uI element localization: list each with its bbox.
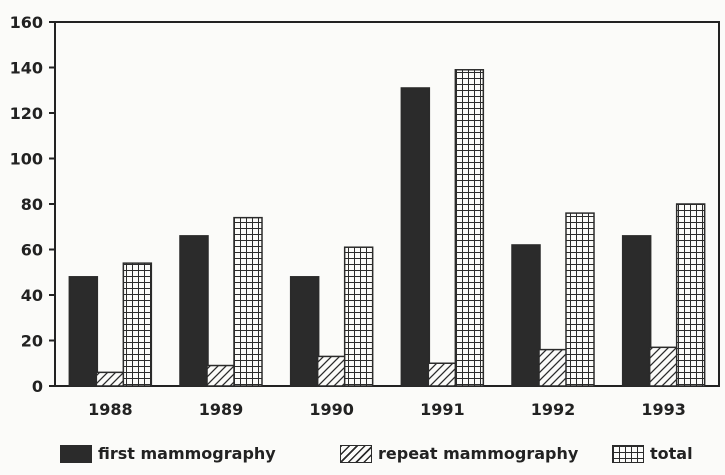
y-tick-label: 60 xyxy=(21,241,43,260)
bar-repeat-mammography xyxy=(316,355,347,387)
legend-item-total: total xyxy=(612,444,693,463)
y-tick-label: 80 xyxy=(21,195,43,214)
legend: first mammography repeat mammography tot… xyxy=(0,440,725,475)
x-tick-label: 1991 xyxy=(420,400,465,419)
bar-total xyxy=(454,69,485,387)
solid-swatch-icon xyxy=(60,444,92,463)
bar-repeat-mammography xyxy=(206,364,236,387)
hatch-swatch-icon xyxy=(340,444,372,463)
legend-item-first: first mammography xyxy=(60,444,276,463)
bar-first-mammography xyxy=(621,235,652,387)
y-tick-label: 0 xyxy=(32,377,43,396)
bar-first-mammography xyxy=(68,276,99,387)
grid-swatch-icon xyxy=(612,444,644,463)
bar-repeat-mammography xyxy=(648,346,679,387)
plot-frame xyxy=(54,21,720,387)
bar-repeat-mammography xyxy=(95,371,126,387)
bar-first-mammography xyxy=(289,276,320,387)
bar-first-mammography xyxy=(179,235,209,387)
bar-first-mammography xyxy=(511,244,541,387)
y-tick-label: 100 xyxy=(10,150,43,169)
y-axis: 0 20 40 60 80 100 120 140 160 xyxy=(10,13,55,396)
bar-total xyxy=(565,212,595,387)
bar-total xyxy=(233,216,263,387)
bar-repeat-mammography xyxy=(538,348,568,387)
y-tick-label: 20 xyxy=(21,332,43,351)
bar-first-mammography xyxy=(400,87,431,387)
legend-label-repeat: repeat mammography xyxy=(378,444,579,463)
legend-label-first: first mammography xyxy=(98,444,276,463)
x-tick-label: 1990 xyxy=(309,400,354,419)
bar-repeat-mammography xyxy=(427,362,458,387)
x-axis: 1988 1989 1990 1991 1992 1993 xyxy=(88,400,686,419)
y-tick-label: 120 xyxy=(10,104,43,123)
x-tick-label: 1989 xyxy=(199,400,244,419)
bar-total xyxy=(343,246,374,387)
x-tick-label: 1992 xyxy=(531,400,576,419)
y-tick-label: 160 xyxy=(10,13,43,32)
legend-item-repeat: repeat mammography xyxy=(340,444,578,463)
bar-total xyxy=(122,262,153,387)
y-tick-label: 40 xyxy=(21,286,43,305)
x-tick-label: 1993 xyxy=(641,400,686,419)
bar-total xyxy=(675,203,706,387)
x-tick-label: 1988 xyxy=(88,400,133,419)
legend-label-total: total xyxy=(650,444,693,463)
bars xyxy=(68,69,706,387)
y-tick-label: 140 xyxy=(10,59,43,78)
